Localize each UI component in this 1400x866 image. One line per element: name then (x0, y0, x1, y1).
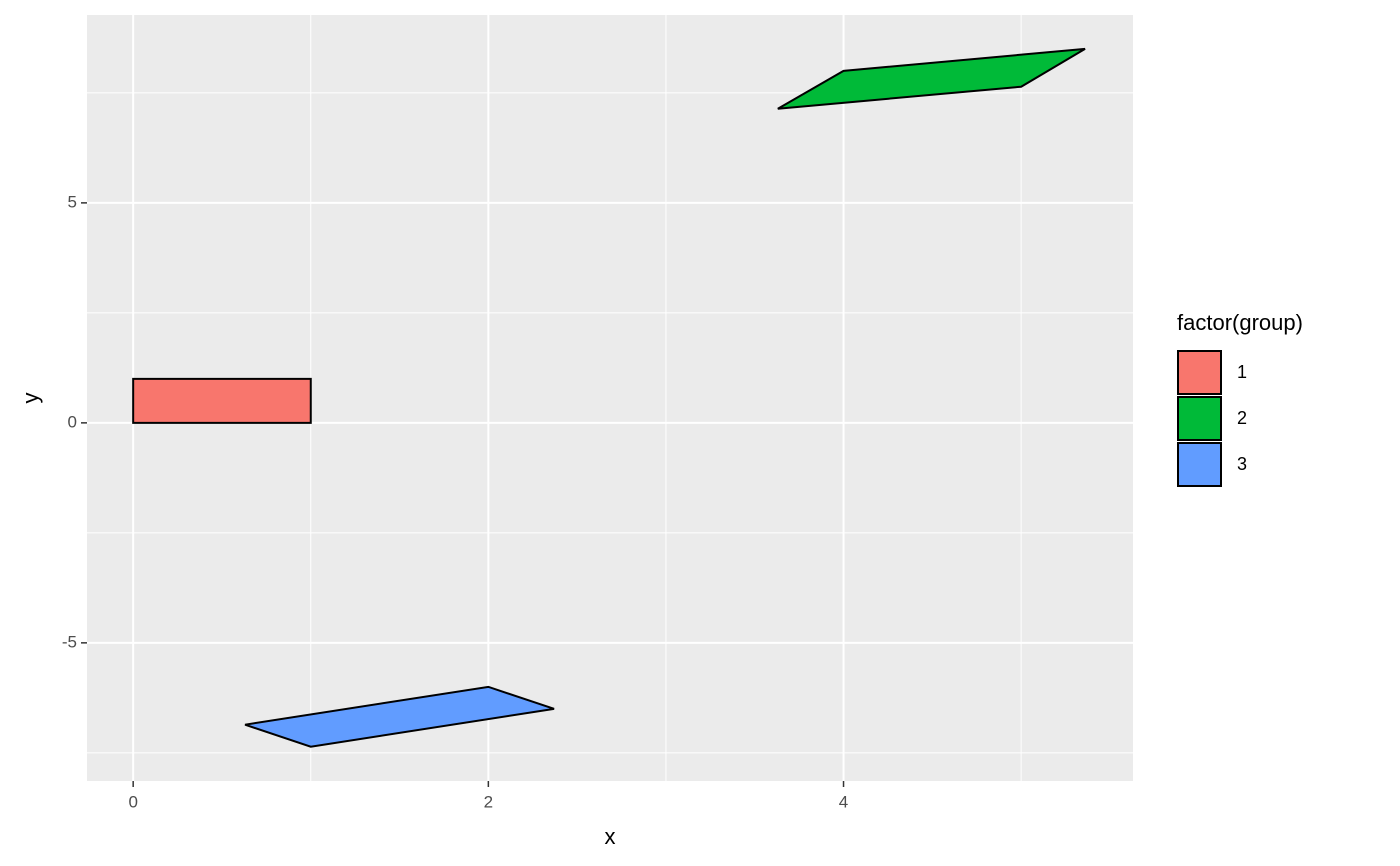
polygon (777, 47, 1086, 110)
y-tick-label: 5 (68, 192, 77, 211)
legend-key (1177, 442, 1222, 487)
legend-label: 1 (1237, 362, 1247, 382)
x-tick-label: 0 (128, 792, 137, 811)
grid (87, 15, 1133, 781)
x-tick-label: 4 (839, 792, 848, 811)
y-axis-title: y (18, 393, 43, 404)
legend-key (1177, 396, 1222, 441)
y-tick-label: -5 (62, 632, 77, 651)
x-tick-label: 2 (484, 792, 493, 811)
legend-key (1177, 350, 1222, 395)
polygon (244, 685, 555, 748)
legend-label: 2 (1237, 408, 1247, 428)
legend-label: 3 (1237, 454, 1247, 474)
marks (132, 47, 1086, 748)
x-axis-title: x (605, 824, 616, 849)
polygon (132, 377, 312, 424)
y-tick-label: 0 (68, 412, 77, 431)
legend-title: factor(group) (1177, 310, 1303, 335)
